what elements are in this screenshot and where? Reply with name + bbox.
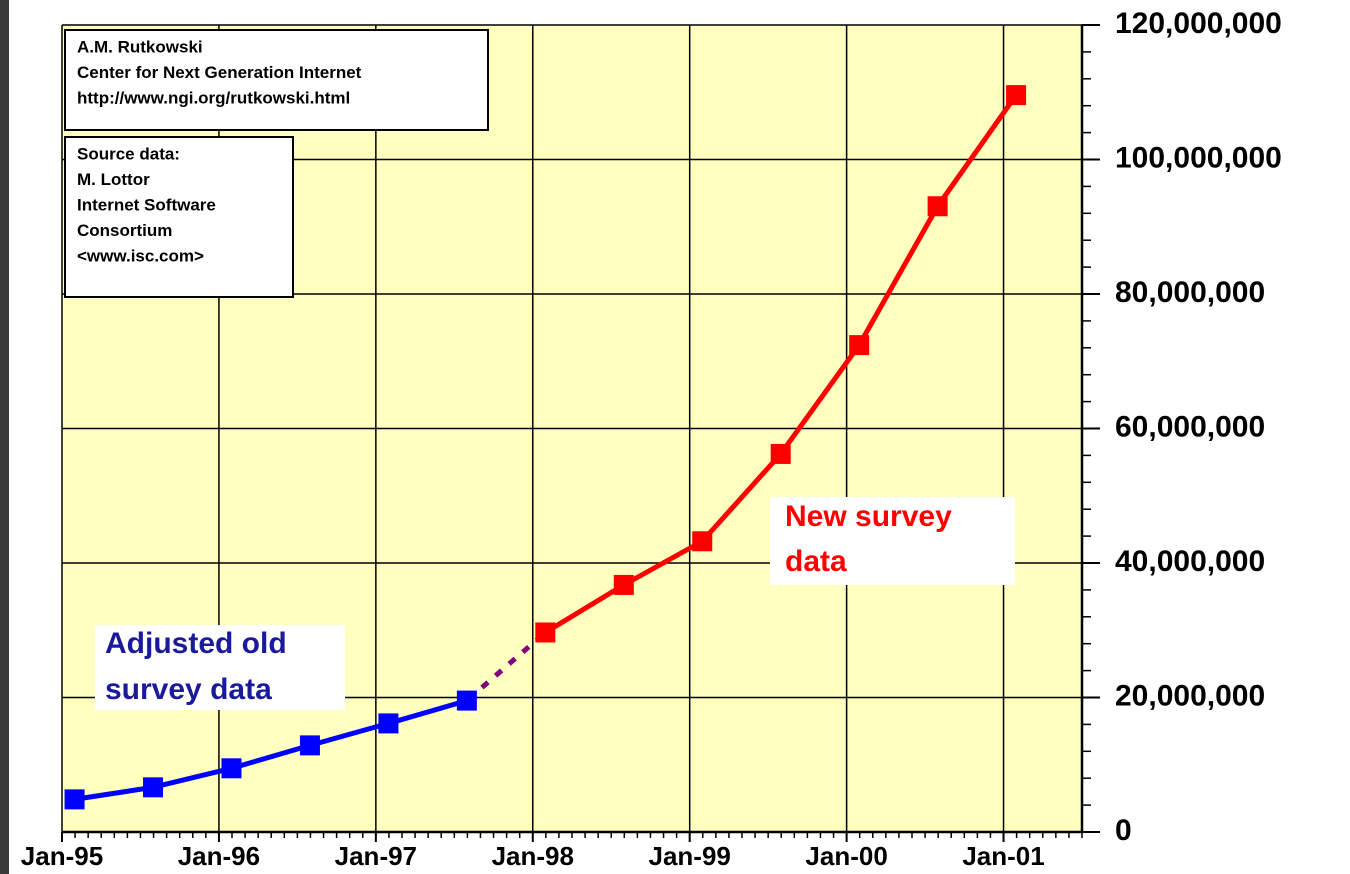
annotation-line: Internet Software [77, 195, 216, 214]
marker [456, 690, 477, 711]
annotation-line: M. Lottor [77, 170, 150, 189]
y-tick-label: 40,000,000 [1115, 545, 1265, 578]
x-tick-label: Jan-99 [648, 841, 730, 871]
y-tick-label: 80,000,000 [1115, 276, 1265, 309]
y-tick-label: 60,000,000 [1115, 410, 1265, 443]
marker [221, 758, 242, 779]
y-tick-label: 0 [1115, 814, 1132, 847]
annotation-box [64, 136, 294, 298]
marker [692, 531, 713, 552]
series-label: New survey data [785, 500, 952, 578]
y-tick-label: 120,000,000 [1115, 7, 1282, 40]
x-tick-label: Jan-01 [962, 841, 1044, 871]
x-tick-label: Jan-95 [21, 841, 103, 871]
series-label-line: survey data [105, 673, 272, 706]
y-tick-label: 20,000,000 [1115, 679, 1265, 712]
marker [1006, 85, 1027, 106]
marker [770, 443, 791, 464]
annotation-line: Center for Next Generation Internet [77, 63, 362, 82]
annotation-line: <www.isc.com> [77, 246, 204, 265]
x-tick-label: Jan-96 [178, 841, 260, 871]
marker [535, 622, 556, 643]
label-bg [770, 497, 1015, 585]
x-tick-label: Jan-98 [492, 841, 574, 871]
series-label-line: Adjusted old [105, 627, 287, 660]
annotation-line: http://www.ngi.org/rutkowski.html [77, 88, 350, 107]
series-label: Adjusted old survey data [105, 627, 287, 706]
x-tick-label: Jan-97 [335, 841, 417, 871]
marker [849, 335, 870, 356]
series-label-line: data [785, 545, 847, 578]
marker [613, 574, 634, 595]
marker [378, 713, 399, 734]
left-border [0, 0, 9, 874]
annotation-line: Source data: [77, 144, 180, 163]
marker [64, 789, 85, 810]
marker [299, 735, 320, 756]
x-tick-label: Jan-00 [805, 841, 887, 871]
label-bg [95, 625, 345, 710]
annotation-line: A.M. Rutkowski [77, 37, 203, 56]
marker [143, 777, 164, 798]
marker [927, 196, 948, 217]
series-label-line: New survey [785, 500, 952, 533]
series-line [74, 698, 468, 802]
y-tick-label: 100,000,000 [1115, 141, 1282, 174]
annotation-box [64, 29, 489, 131]
annotation-line: Consortium [77, 221, 172, 240]
